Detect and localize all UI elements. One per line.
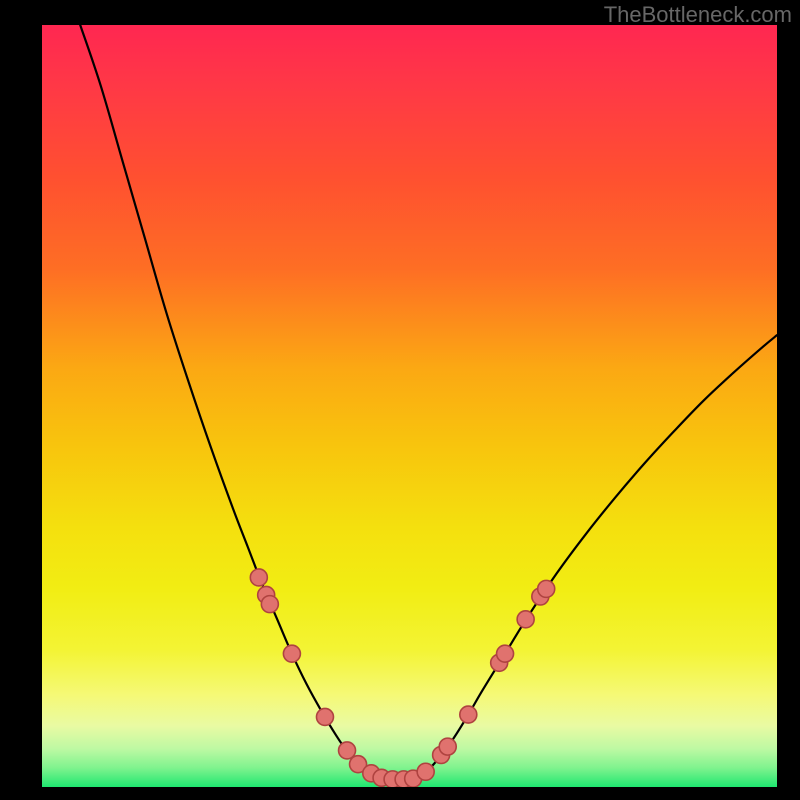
gradient-background — [42, 25, 777, 787]
data-marker — [517, 611, 534, 628]
plot-svg — [42, 25, 777, 787]
data-marker — [417, 763, 434, 780]
chart-frame: TheBottleneck.com — [0, 0, 800, 800]
data-marker — [497, 645, 514, 662]
data-marker — [283, 645, 300, 662]
data-marker — [439, 738, 456, 755]
data-marker — [460, 706, 477, 723]
data-marker — [316, 708, 333, 725]
plot-area — [42, 25, 777, 787]
data-marker — [538, 580, 555, 597]
watermark-text: TheBottleneck.com — [604, 2, 792, 28]
data-marker — [261, 596, 278, 613]
data-marker — [250, 569, 267, 586]
